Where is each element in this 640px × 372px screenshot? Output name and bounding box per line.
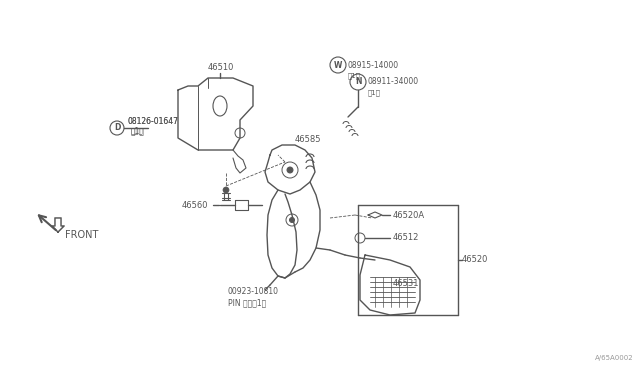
Text: 46520: 46520 xyxy=(462,256,488,264)
Text: W: W xyxy=(334,61,342,70)
Text: 46510: 46510 xyxy=(208,64,234,73)
Text: 46531: 46531 xyxy=(393,279,419,289)
Text: 46585: 46585 xyxy=(295,135,321,144)
Text: 00923-10810: 00923-10810 xyxy=(228,288,279,296)
Text: FRONT: FRONT xyxy=(65,230,99,240)
Text: PIN ピン（1）: PIN ピン（1） xyxy=(228,298,266,308)
Text: （1）: （1） xyxy=(348,73,361,79)
Circle shape xyxy=(223,187,229,193)
Text: N: N xyxy=(355,77,361,87)
Circle shape xyxy=(289,218,294,222)
Polygon shape xyxy=(52,218,64,232)
Text: （1）: （1） xyxy=(368,90,381,96)
Text: A/65A0002: A/65A0002 xyxy=(595,355,634,361)
Circle shape xyxy=(287,167,293,173)
Text: 46560: 46560 xyxy=(182,201,209,209)
Text: D: D xyxy=(114,124,120,132)
Text: 08911-34000: 08911-34000 xyxy=(368,77,419,87)
Text: 08126-01647: 08126-01647 xyxy=(128,116,179,125)
Text: 08126-01647: 08126-01647 xyxy=(128,116,179,125)
Text: （１）: （１） xyxy=(131,128,144,134)
Text: 、1）: 、1） xyxy=(131,126,145,135)
Text: 46520A: 46520A xyxy=(393,211,425,219)
Text: 46512: 46512 xyxy=(393,234,419,243)
Text: 08915-14000: 08915-14000 xyxy=(348,61,399,70)
